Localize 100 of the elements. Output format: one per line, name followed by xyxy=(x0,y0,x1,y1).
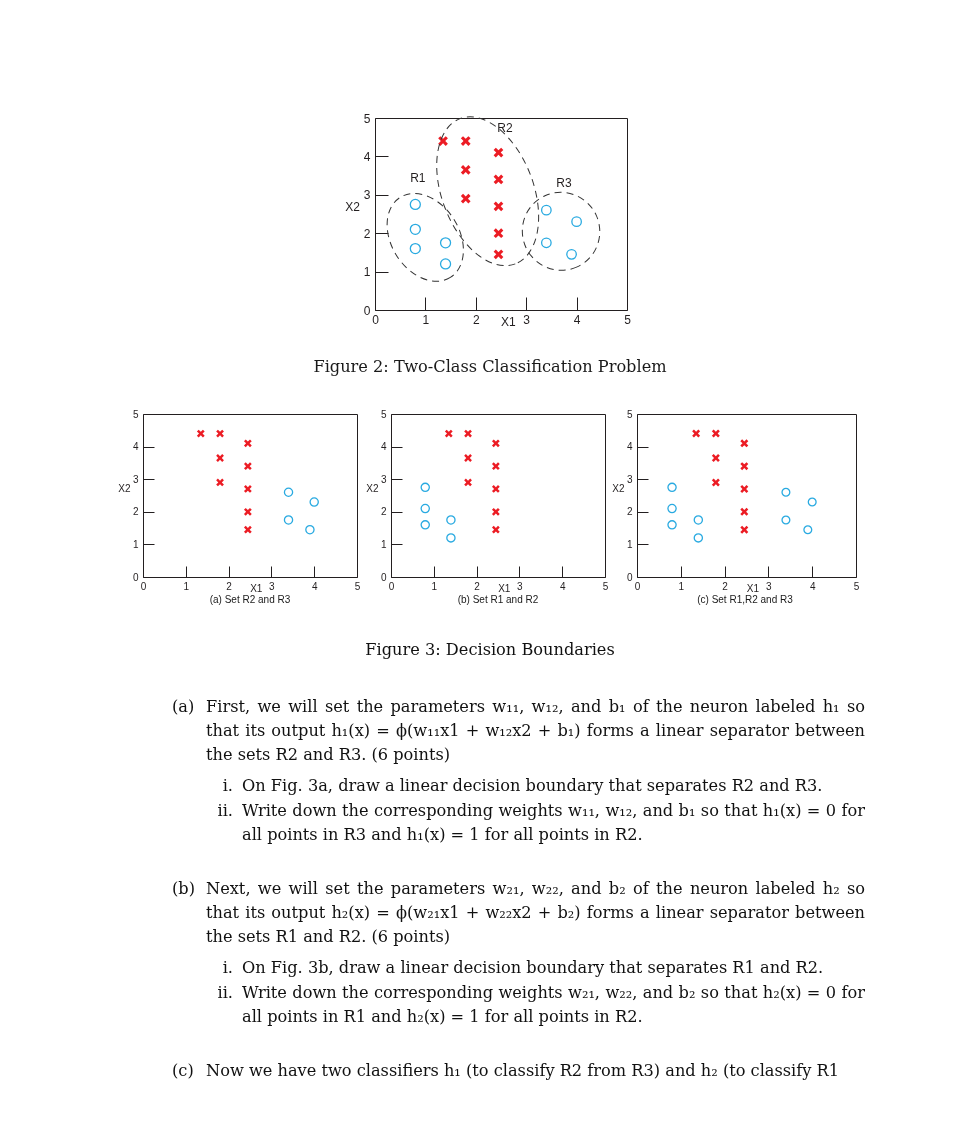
x-tick-label: 0 xyxy=(388,580,395,592)
text: (b) Next, we will set the parameters w₂₁, w₂₂, and b₂ of the neuron labeled h₂ so that its output h₂(x) = ϕ(w₂₁x1 + w₂₂x2 + b₂) forms a linear separator between the sets R1 and R2. (6 points) xyxy=(172,878,865,948)
y-tick-label: 4 xyxy=(380,441,387,453)
x-tick-label: 1 xyxy=(431,580,438,592)
point xyxy=(444,429,453,438)
point xyxy=(711,478,720,487)
text: i. On Fig. 3b, draw a linear decision boundary that separates R1 and R2. xyxy=(221,957,825,979)
point xyxy=(243,525,252,534)
point xyxy=(309,497,319,507)
x-tick-label: 0 xyxy=(140,580,147,592)
annotation: R1 xyxy=(410,170,426,185)
point xyxy=(491,462,500,471)
point xyxy=(540,204,552,216)
x-tick-label: 3 xyxy=(766,580,773,592)
y-tick-label: 4 xyxy=(626,441,633,453)
point xyxy=(571,216,582,228)
text: (b) Set R1 and R2 xyxy=(457,594,539,605)
text: (a) Set R2 and R3 xyxy=(209,594,291,605)
point xyxy=(711,454,720,463)
point xyxy=(493,249,504,260)
x-tick-label: 3 xyxy=(269,580,276,592)
y-tick-label: 5 xyxy=(626,408,633,420)
y-tick-label: 1 xyxy=(363,265,371,280)
y-tick-label: 1 xyxy=(626,538,633,550)
y-tick-label: 1 xyxy=(132,538,139,550)
point xyxy=(420,503,430,514)
point xyxy=(460,193,471,204)
x-tick-label: 1 xyxy=(422,312,430,327)
point xyxy=(446,515,456,525)
y-tick-label: 0 xyxy=(132,571,139,583)
x-tick-label: 3 xyxy=(523,312,531,327)
point xyxy=(740,462,749,471)
point xyxy=(216,429,224,438)
y-tick-label: 3 xyxy=(626,473,633,485)
y-axis-title: X2 xyxy=(118,483,131,495)
point xyxy=(409,242,421,255)
y-tick-label: 3 xyxy=(380,473,387,485)
point xyxy=(243,439,252,448)
point xyxy=(493,147,504,158)
y-tick-label: 3 xyxy=(363,188,371,203)
text: ii. Write down the corresponding weights w₂₁, w₂₂, and b₂ so that h₂(x) = 0 for all points in R1 and h₂(x) = 1 for all points in R2. xyxy=(216,982,865,1028)
x-tick-label: 1 xyxy=(678,580,685,592)
y-tick-label: 5 xyxy=(363,111,371,126)
x-tick-label: 0 xyxy=(634,580,641,592)
x-tick-label: 4 xyxy=(559,580,566,592)
point xyxy=(439,258,452,270)
x-axis-title: X1 xyxy=(500,314,516,329)
caption: Figure 2: Two-Class Classification Problem xyxy=(313,357,667,376)
x-tick-label: 2 xyxy=(474,580,481,592)
y-axis-title: X2 xyxy=(612,483,625,495)
y-tick-label: 2 xyxy=(132,506,139,518)
point xyxy=(438,136,448,146)
point xyxy=(493,201,504,212)
point xyxy=(693,533,704,543)
text: ii. Write down the corresponding weights w₁₁, w₁₂, and b₁ so that h₁(x) = 0 for all points in R3 and h₁(x) = 1 for all points in R2. xyxy=(216,800,865,846)
y-tick-label: 2 xyxy=(626,506,633,518)
x-tick-label: 5 xyxy=(602,580,609,592)
point xyxy=(283,487,294,497)
x-tick-label: 4 xyxy=(809,580,816,592)
point xyxy=(243,507,252,516)
x-tick-label: 3 xyxy=(517,580,524,592)
point xyxy=(807,497,817,507)
point xyxy=(460,164,471,175)
point xyxy=(740,507,749,516)
text: (c) Now we have two classifiers h₁ (to classify R2 from R3) and h₂ (to classify R1 xyxy=(172,1060,841,1082)
point xyxy=(491,507,500,516)
text: i. On Fig. 3a, draw a linear decision boundary that separates R2 and R3. xyxy=(221,775,824,797)
y-tick-label: 3 xyxy=(132,473,139,485)
x-tick-label: 1 xyxy=(183,580,190,592)
y-tick-label: 5 xyxy=(132,408,139,420)
y-axis-title: X2 xyxy=(366,483,379,495)
y-tick-label: 5 xyxy=(380,408,387,420)
point xyxy=(409,223,421,235)
point xyxy=(740,525,749,534)
point xyxy=(540,237,552,249)
point xyxy=(740,484,749,493)
point xyxy=(216,478,224,487)
y-tick-label: 0 xyxy=(380,571,387,583)
point xyxy=(491,525,500,534)
y-tick-label: 1 xyxy=(380,538,387,550)
x-tick-label: 5 xyxy=(853,580,860,592)
x-axis-title: X1 xyxy=(746,582,760,594)
point xyxy=(460,136,471,146)
x-axis-title: X1 xyxy=(498,582,511,594)
point xyxy=(243,462,252,471)
x-tick-label: 4 xyxy=(311,580,318,592)
x-tick-label: 2 xyxy=(226,580,233,592)
point xyxy=(667,520,677,530)
x-tick-label: 2 xyxy=(472,312,480,327)
point xyxy=(409,198,421,211)
point xyxy=(781,515,791,525)
point xyxy=(693,515,704,525)
caption: Figure 3: Decision Boundaries xyxy=(365,639,615,661)
x-tick-label: 2 xyxy=(722,580,729,592)
point xyxy=(491,439,500,448)
point xyxy=(305,524,315,535)
point xyxy=(464,478,472,487)
point xyxy=(420,482,430,493)
x-tick-label: 5 xyxy=(354,580,361,592)
y-tick-label: 4 xyxy=(132,441,139,453)
